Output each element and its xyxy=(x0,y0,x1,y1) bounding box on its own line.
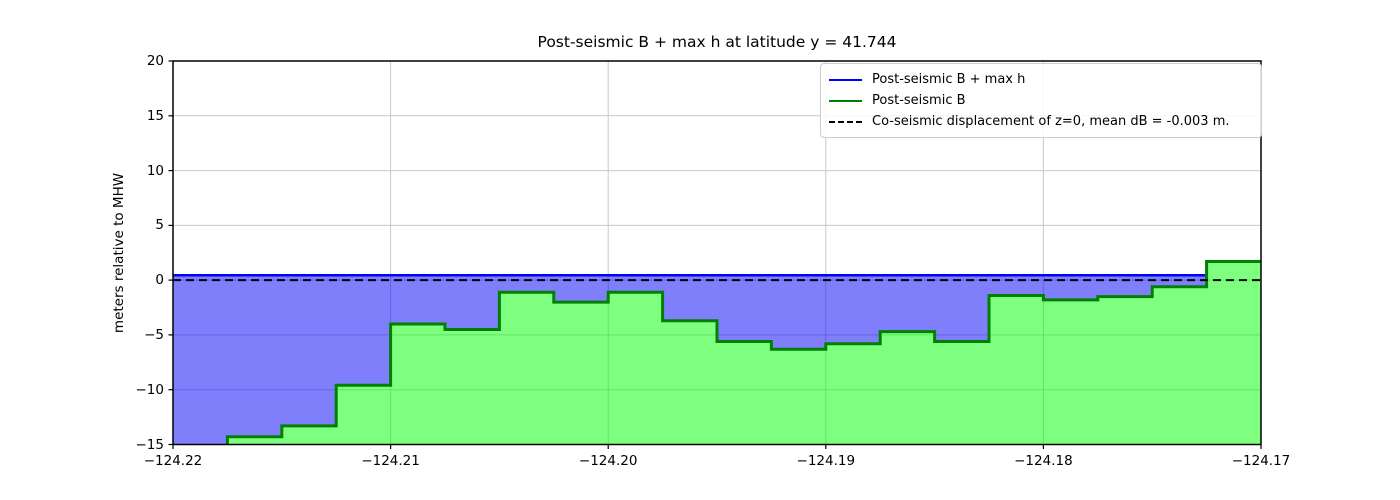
legend-line-blue xyxy=(829,78,862,81)
legend: Post-seismic B + max h Post-seismic B Co… xyxy=(820,63,1262,138)
post-seismic-b-line xyxy=(225,260,1261,445)
tick-marks xyxy=(168,60,1262,449)
y-tick-label: 0 xyxy=(155,272,164,289)
y-tick-label: −5 xyxy=(144,326,164,343)
legend-line-dashed xyxy=(829,120,862,123)
legend-line-green xyxy=(829,99,862,102)
x-tick-label: −124.21 xyxy=(361,453,420,469)
x-tick-label: −124.20 xyxy=(578,453,638,469)
x-tick-label: −124.18 xyxy=(1014,453,1073,469)
x-tick-label: −124.17 xyxy=(1231,453,1291,469)
legend-item: Post-seismic B + max h xyxy=(829,69,1253,90)
y-tick-label: 10 xyxy=(146,162,164,179)
legend-label: Post-seismic B xyxy=(872,93,966,108)
y-tick-label: 20 xyxy=(146,53,164,69)
post-seismic-b-area xyxy=(227,261,1261,445)
axes-spines xyxy=(172,60,1262,446)
legend-item: Post-seismic B xyxy=(829,90,1253,111)
legend-label: Post-seismic B + max h xyxy=(872,72,1026,87)
post-seismic-b-plus-maxh-line xyxy=(173,260,1261,277)
legend-item: Co-seismic displacement of z=0, mean dB … xyxy=(829,111,1253,132)
y-tick-label: −10 xyxy=(135,381,165,398)
y-tick-label: −15 xyxy=(135,436,165,453)
chart-title: Post-seismic B + max h at latitude y = 4… xyxy=(537,33,897,51)
legend-label: Co-seismic displacement of z=0, mean dB … xyxy=(872,114,1230,129)
y-tick-label: 5 xyxy=(155,217,164,234)
y-axis-label: meters relative to MHW xyxy=(111,172,127,334)
y-tick-label: 15 xyxy=(146,107,164,124)
x-tick-label: −124.22 xyxy=(143,453,203,469)
x-tick-label: −124.19 xyxy=(796,453,856,469)
